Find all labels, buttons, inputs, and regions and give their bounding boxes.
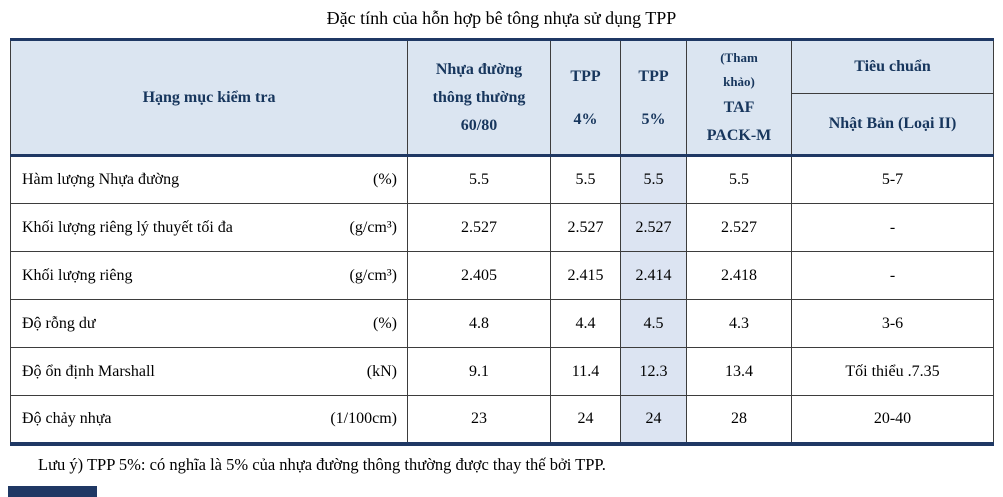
cell-tpp4: 4.4 (550, 299, 621, 348)
row-label: Hàm lượng Nhựa đường (22, 171, 180, 188)
page-title: Đặc tính của hỗn hợp bê tông nhựa sử dụn… (326, 8, 677, 28)
cell-normal: 23 (407, 395, 551, 444)
row-label: Khối lượng riêng lý thuyết tối đa (22, 218, 233, 236)
row-label: Độ chảy nhựa (22, 409, 112, 427)
cell-standard: - (791, 251, 994, 300)
cell-tpp5: 2.414 (620, 251, 687, 300)
table-row: Khối lượng riêng (g/cm³) 2.405 2.415 2.4… (10, 251, 994, 300)
header-normal-asphalt: Nhựa đường thông thường 60/80 (407, 39, 551, 156)
row-label-cell: Độ rỗng dư (%) (10, 299, 408, 348)
row-label: Độ ổn định Marshall (22, 362, 155, 380)
row-unit: (1/100cm) (330, 409, 397, 427)
header-tpp5-line2: 5% (641, 110, 666, 128)
cell-tpp5: 24 (620, 395, 687, 444)
cell-normal: 9.1 (407, 347, 551, 396)
cell-tpp4: 24 (550, 395, 621, 444)
cropped-element-fragment (8, 486, 97, 497)
row-label-cell: Khối lượng riêng lý thuyết tối đa (g/cm³… (10, 203, 408, 252)
cell-normal: 5.5 (407, 154, 551, 204)
cell-normal: 2.527 (407, 203, 551, 252)
cell-taf: 13.4 (686, 347, 792, 396)
header-normal-line2: thông thường (432, 89, 526, 106)
cell-standard: - (791, 203, 994, 252)
header-standard-japan: Nhật Bản (Loại II) (791, 93, 994, 156)
cell-normal: 2.405 (407, 251, 551, 300)
row-unit: (g/cm³) (349, 218, 397, 236)
row-unit: (kN) (366, 362, 397, 380)
table-row: Độ rỗng dư (%) 4.8 4.4 4.5 4.3 3-6 (10, 299, 994, 348)
cell-tpp4: 11.4 (550, 347, 621, 396)
cell-tpp5: 12.3 (620, 347, 687, 396)
cell-tpp5: 4.5 (620, 299, 687, 348)
table-row: Khối lượng riêng lý thuyết tối đa (g/cm³… (10, 203, 994, 252)
header-tpp4-line2: 4% (573, 110, 598, 128)
cell-tpp5: 2.527 (620, 203, 687, 252)
footnote: Lưu ý) TPP 5%: có nghĩa là 5% của nhựa đ… (38, 454, 606, 474)
row-label-cell: Độ ổn định Marshall (kN) (10, 347, 408, 396)
header-standard: Tiêu chuẩn (791, 39, 994, 94)
cell-tpp4: 5.5 (550, 154, 621, 204)
row-unit: (g/cm³) (349, 266, 397, 284)
table-row: Độ chảy nhựa (1/100cm) 23 24 24 28 20-40 (10, 395, 994, 444)
cell-taf: 2.418 (686, 251, 792, 300)
header-standard-label: Tiêu chuẩn (854, 58, 931, 75)
row-unit: (%) (373, 171, 397, 188)
header-normal-line1: Nhựa đường (435, 61, 523, 78)
header-item-column: Hạng mục kiểm tra (10, 39, 408, 156)
header-standard-japan-label: Nhật Bản (Loại II) (828, 115, 957, 132)
table-row: Độ ổn định Marshall (kN) 9.1 11.4 12.3 1… (10, 347, 994, 396)
header-taf-line2: PACK-M (706, 127, 772, 144)
cell-taf: 2.527 (686, 203, 792, 252)
header-taf-ref2: khảo) (723, 74, 755, 89)
cell-tpp5: 5.5 (620, 154, 687, 204)
cell-standard: 3-6 (791, 299, 994, 348)
row-label-cell: Hàm lượng Nhựa đường (%) (10, 154, 408, 204)
header-tpp5-line1: TPP (638, 67, 669, 85)
cell-tpp4: 2.415 (550, 251, 621, 300)
header-item-label: Hạng mục kiểm tra (142, 88, 276, 106)
cell-taf: 5.5 (686, 154, 792, 204)
cell-taf: 28 (686, 395, 792, 444)
data-table: Hạng mục kiểm tra Nhựa đường thông thườn… (10, 38, 994, 446)
header-row-bottom: Nhật Bản (Loại II) (11, 93, 994, 156)
row-label: Độ rỗng dư (22, 314, 96, 332)
header-taf-ref1: (Tham (720, 50, 758, 65)
header-row-top: Hạng mục kiểm tra Nhựa đường thông thườn… (10, 39, 994, 156)
header-tpp5: TPP 5% (620, 39, 687, 156)
table-row: Hàm lượng Nhựa đường (%) 5.5 5.5 5.5 5.5… (10, 154, 994, 204)
cell-standard: Tối thiểu .7.35 (791, 347, 994, 396)
cell-tpp4: 2.527 (550, 203, 621, 252)
row-label: Khối lượng riêng (22, 266, 133, 284)
cell-taf: 4.3 (686, 299, 792, 348)
cell-standard: 5-7 (791, 154, 994, 204)
header-normal-line3: 60/80 (460, 117, 498, 134)
row-unit: (%) (373, 314, 397, 332)
cell-standard: 20-40 (791, 395, 994, 444)
header-taf-line1: TAF (723, 99, 755, 116)
header-taf-packm: (Tham khảo) TAF PACK-M (686, 39, 792, 156)
cell-normal: 4.8 (407, 299, 551, 348)
row-label-cell: Độ chảy nhựa (1/100cm) (10, 395, 408, 444)
header-tpp4: TPP 4% (550, 39, 621, 156)
row-label-cell: Khối lượng riêng (g/cm³) (10, 251, 408, 300)
header-tpp4-line1: TPP (570, 67, 601, 85)
